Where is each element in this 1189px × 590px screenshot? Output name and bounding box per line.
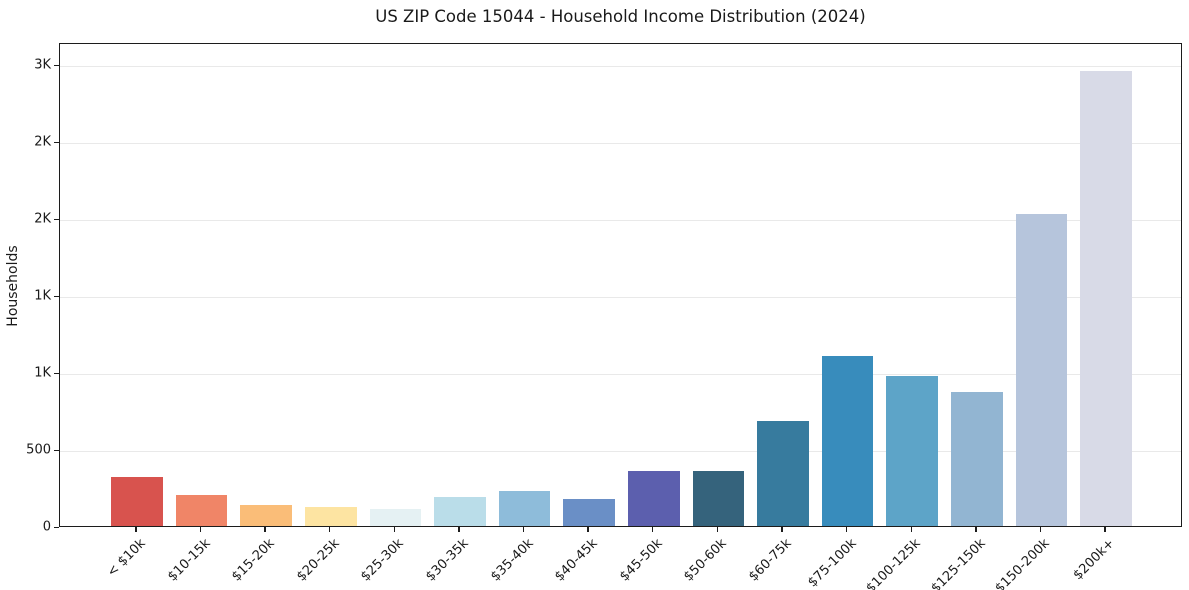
bar-35-40k — [498, 491, 551, 526]
gridline — [60, 219, 1181, 221]
y-tick-mark — [54, 64, 59, 66]
x-tick-mark — [458, 527, 460, 532]
x-tick-mark — [264, 527, 266, 532]
x-tick-mark — [1104, 527, 1106, 532]
y-tick-label: 2K — [34, 134, 51, 150]
bar-125-150k — [951, 391, 1003, 526]
x-tick-mark — [135, 527, 137, 532]
x-tick-mark — [910, 527, 912, 532]
x-tick-label: < $10k — [104, 536, 149, 581]
bar-25-30k — [369, 509, 422, 526]
bar-40-45k — [563, 499, 616, 526]
x-tick-mark — [393, 527, 396, 532]
x-tick-mark — [329, 527, 331, 532]
gridline — [60, 450, 1181, 452]
bar-100-125k — [886, 376, 939, 526]
chart-title: US ZIP Code 15044 - Household Income Dis… — [375, 7, 866, 26]
bar-10-15k — [175, 495, 228, 526]
y-tick-label: 2K — [34, 211, 51, 227]
x-tick-mark — [587, 527, 589, 532]
y-tick-mark — [54, 295, 59, 298]
gridline — [60, 296, 1181, 298]
y-tick-mark — [54, 527, 59, 529]
y-tick-label: 1K — [34, 365, 51, 381]
bar-15-20k — [240, 505, 292, 526]
x-tick-mark — [652, 527, 654, 532]
gridline — [60, 65, 1181, 67]
x-tick-mark — [716, 527, 719, 532]
bar-20-25k — [304, 506, 357, 526]
x-tick-mark — [845, 527, 848, 532]
plot-area — [59, 43, 1182, 527]
x-tick-mark — [781, 527, 783, 532]
bar-200k — [1080, 71, 1132, 526]
y-tick-mark — [54, 141, 59, 144]
bar-60-75k — [757, 421, 809, 526]
y-axis-label: Households — [5, 245, 21, 327]
bar-30-35k — [434, 497, 486, 526]
y-tick-mark — [54, 218, 59, 221]
x-tick-mark — [975, 527, 977, 532]
bar-10k — [111, 477, 163, 526]
bar-75-100k — [821, 356, 874, 526]
bar-50-60k — [692, 470, 745, 526]
x-tick-mark — [199, 527, 202, 532]
y-tick-mark — [54, 372, 59, 375]
y-tick-label: 0 — [42, 519, 51, 535]
bar-45-50k — [627, 471, 680, 526]
y-tick-label: 1K — [34, 288, 51, 304]
y-tick-label: 500 — [26, 442, 51, 458]
y-tick-label: 3K — [34, 57, 51, 73]
x-tick-mark — [1039, 527, 1042, 532]
bar-150-200k — [1015, 213, 1068, 526]
gridline — [60, 142, 1181, 144]
y-tick-mark — [54, 449, 59, 452]
gridline — [60, 373, 1181, 375]
x-tick-mark — [522, 527, 525, 532]
